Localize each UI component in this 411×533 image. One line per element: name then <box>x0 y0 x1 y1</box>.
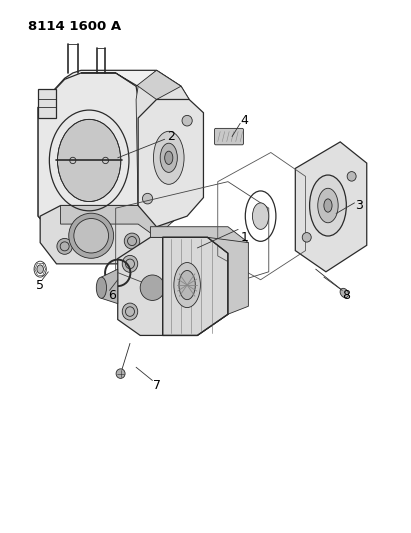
Polygon shape <box>296 142 367 272</box>
Bar <box>38 89 56 118</box>
Polygon shape <box>60 206 173 237</box>
Ellipse shape <box>302 232 311 242</box>
Ellipse shape <box>69 213 114 259</box>
Polygon shape <box>118 237 228 335</box>
Text: 8: 8 <box>342 289 350 302</box>
Ellipse shape <box>252 203 269 229</box>
Text: 5: 5 <box>36 279 44 292</box>
Ellipse shape <box>37 265 44 273</box>
Ellipse shape <box>160 143 177 172</box>
Ellipse shape <box>182 115 192 126</box>
Ellipse shape <box>116 369 125 378</box>
Text: 1: 1 <box>240 231 248 244</box>
Ellipse shape <box>153 131 184 184</box>
Ellipse shape <box>140 275 165 301</box>
Ellipse shape <box>122 255 138 272</box>
Ellipse shape <box>58 119 121 201</box>
Ellipse shape <box>324 199 332 212</box>
Ellipse shape <box>179 270 195 300</box>
Polygon shape <box>163 237 228 335</box>
Text: 2: 2 <box>167 130 175 143</box>
Ellipse shape <box>318 188 338 223</box>
Ellipse shape <box>174 263 201 308</box>
Polygon shape <box>150 227 248 253</box>
Text: 7: 7 <box>152 379 161 392</box>
Ellipse shape <box>96 277 106 298</box>
Polygon shape <box>40 206 157 264</box>
Polygon shape <box>81 70 181 100</box>
Text: 4: 4 <box>240 114 248 127</box>
Text: 6: 6 <box>108 289 115 302</box>
Polygon shape <box>208 237 248 314</box>
Ellipse shape <box>165 151 173 165</box>
Ellipse shape <box>309 175 346 236</box>
Polygon shape <box>102 269 118 304</box>
FancyBboxPatch shape <box>215 128 243 145</box>
Ellipse shape <box>74 219 109 253</box>
Polygon shape <box>138 100 203 227</box>
Polygon shape <box>38 73 138 243</box>
Ellipse shape <box>57 238 72 254</box>
Text: 3: 3 <box>355 199 363 212</box>
Ellipse shape <box>143 193 152 204</box>
Ellipse shape <box>124 233 140 249</box>
Polygon shape <box>38 70 189 243</box>
Ellipse shape <box>340 288 349 298</box>
Polygon shape <box>115 70 189 243</box>
Text: 8114 1600 A: 8114 1600 A <box>28 20 121 33</box>
Ellipse shape <box>347 172 356 181</box>
Ellipse shape <box>122 303 138 320</box>
